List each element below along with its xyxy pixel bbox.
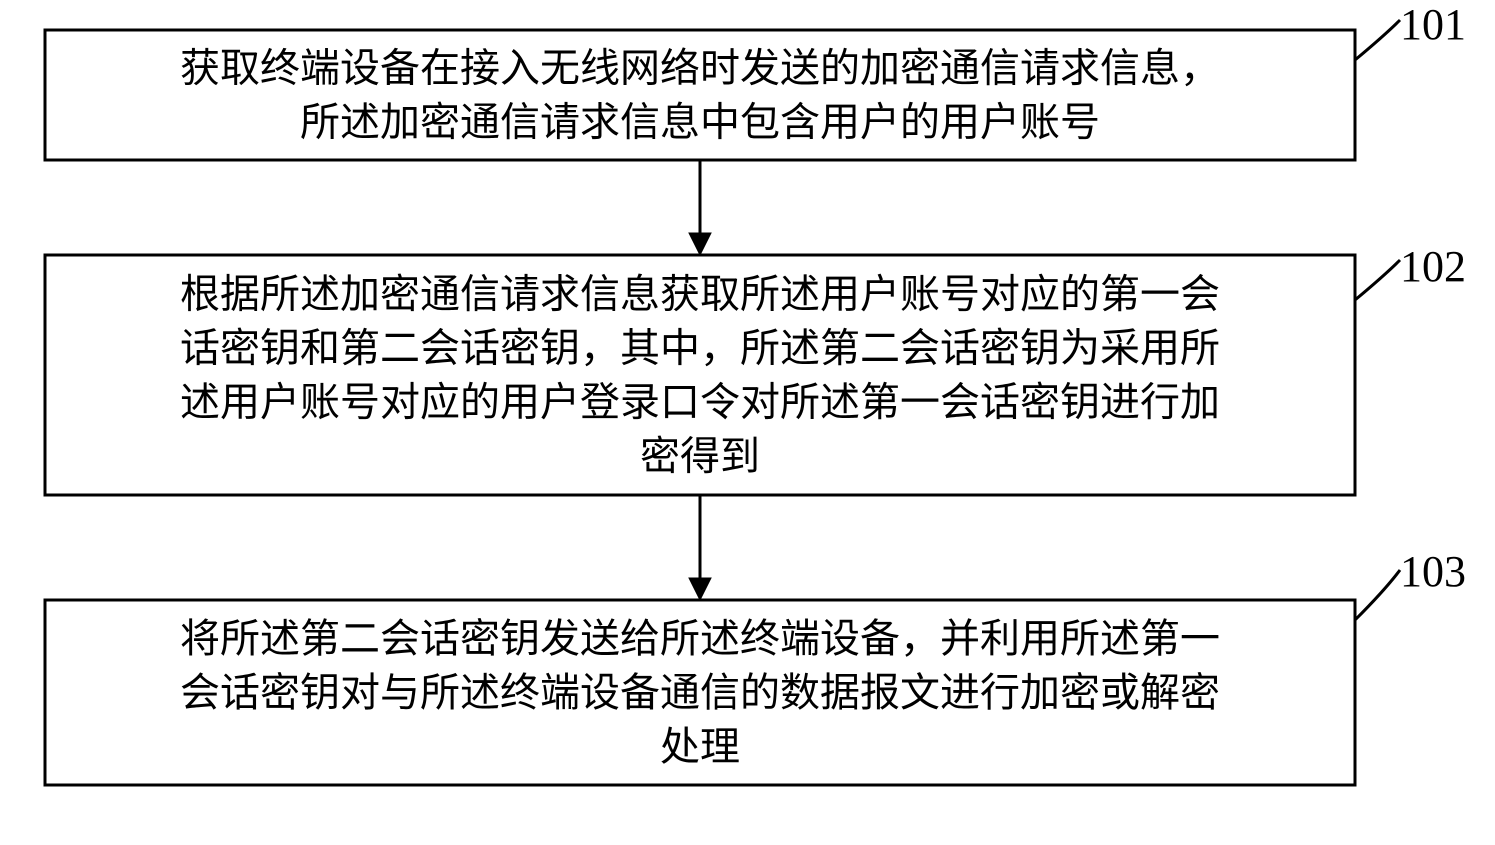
flow-node-text: 所述加密通信请求信息中包含用户的用户账号 <box>300 100 1100 145</box>
flow-node-text: 获取终端设备在接入无线网络时发送的加密通信请求信息， <box>180 46 1220 91</box>
step-label-102: 102 <box>1400 242 1466 291</box>
flow-node-text: 话密钥和第二会话密钥，其中，所述第二会话密钥为采用所 <box>180 326 1220 371</box>
flow-node-text: 述用户账号对应的用户登录口令对所述第一会话密钥进行加 <box>180 380 1220 425</box>
arrowhead-icon <box>689 578 711 600</box>
flowchart-canvas: 获取终端设备在接入无线网络时发送的加密通信请求信息， 所述加密通信请求信息中包含用… <box>0 0 1495 845</box>
flow-node-step103: 将所述第二会话密钥发送给所述终端设备，并利用所述第一会话密钥对与所述终端设备通信… <box>45 547 1466 785</box>
label-connector <box>1355 20 1400 60</box>
label-connector <box>1355 570 1400 620</box>
flow-node-step101: 获取终端设备在接入无线网络时发送的加密通信请求信息， 所述加密通信请求信息中包含用… <box>45 0 1466 160</box>
flow-node-text: 密得到 <box>640 434 760 479</box>
flow-arrow <box>689 160 711 255</box>
flow-node-text: 会话密钥对与所述终端设备通信的数据报文进行加密或解密 <box>180 670 1220 715</box>
flow-node-step102: 根据所述加密通信请求信息获取所述用户账号对应的第一会话密钥和第二会话密钥，其中，… <box>45 242 1466 495</box>
flow-arrow <box>689 495 711 600</box>
step-label-101: 101 <box>1400 0 1466 49</box>
flow-node-text: 将所述第二会话密钥发送给所述终端设备，并利用所述第一 <box>180 616 1220 661</box>
flow-node-text: 处理 <box>660 724 740 769</box>
flow-node-text: 根据所述加密通信请求信息获取所述用户账号对应的第一会 <box>180 272 1220 317</box>
step-label-103: 103 <box>1400 547 1466 596</box>
arrowhead-icon <box>689 233 711 255</box>
label-connector <box>1355 260 1400 300</box>
